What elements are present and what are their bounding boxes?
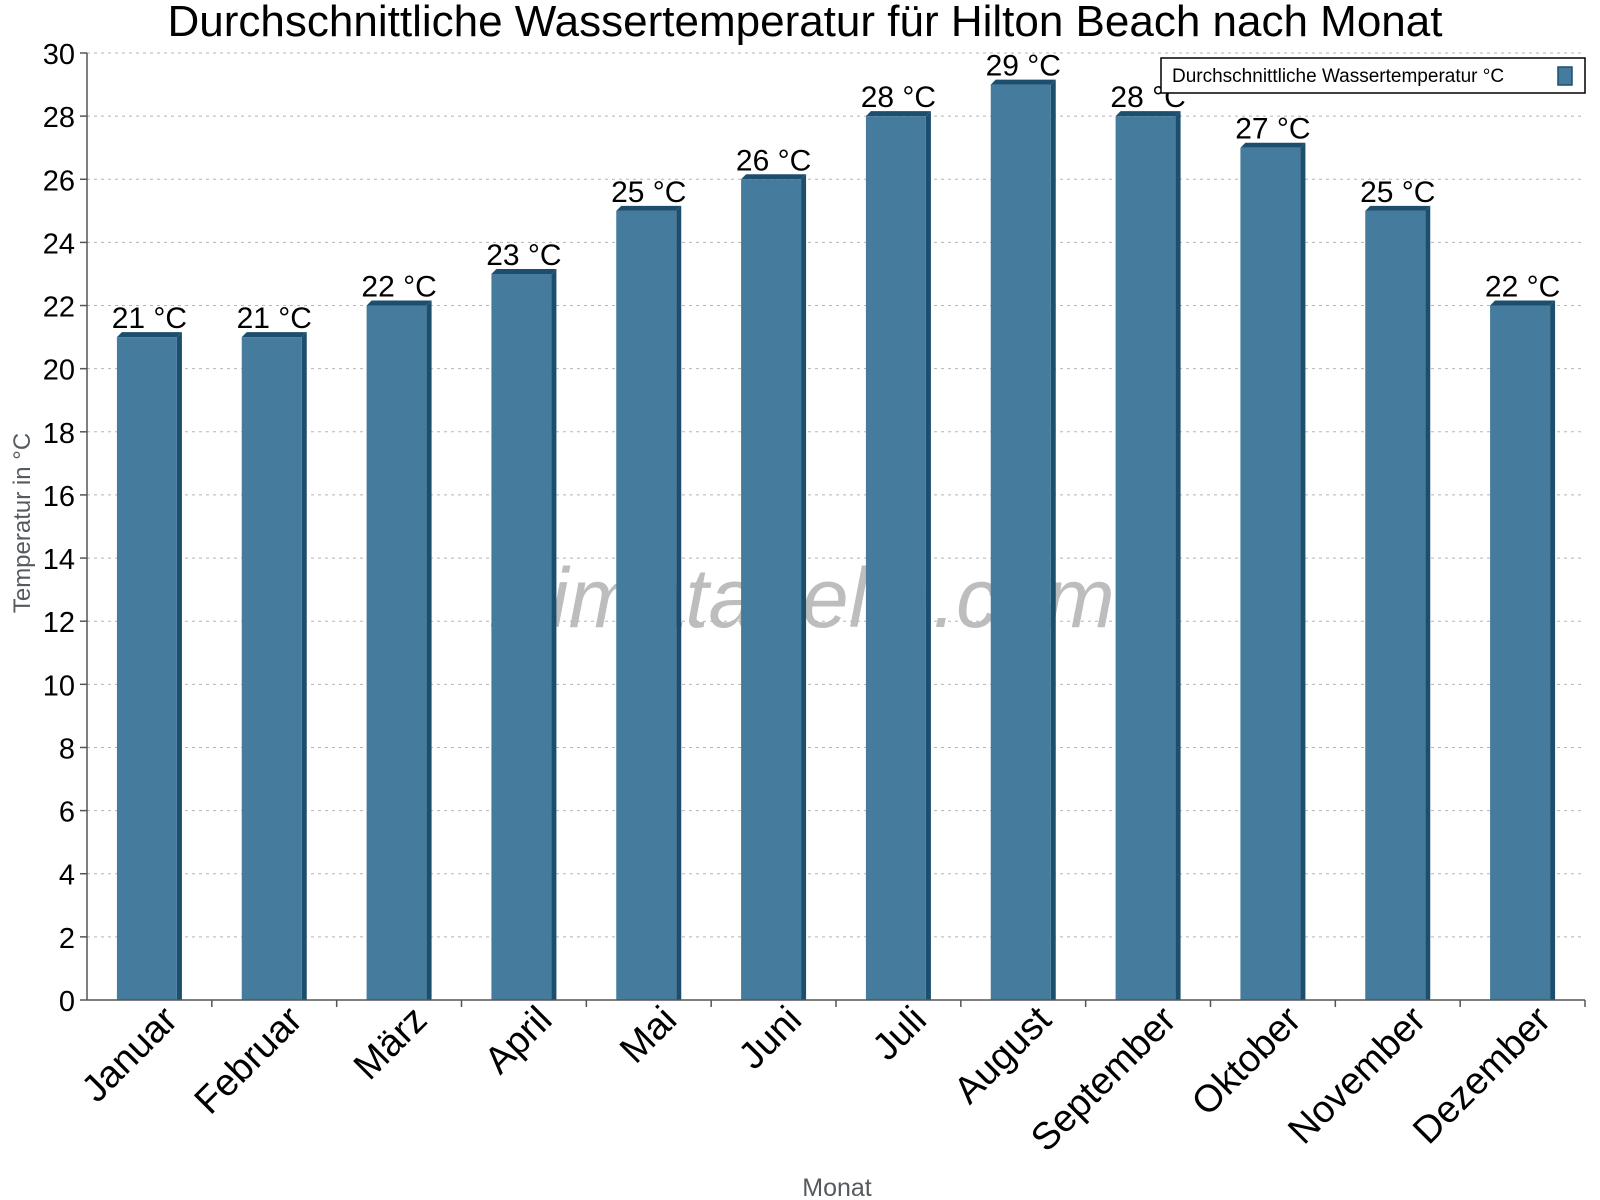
bar-märz bbox=[366, 300, 432, 1000]
y-tick-label: 6 bbox=[59, 797, 75, 829]
bar-november bbox=[1365, 205, 1431, 1001]
data-label: 23 °C bbox=[486, 239, 561, 272]
legend-box bbox=[1160, 57, 1586, 94]
y-tick-label: 14 bbox=[43, 544, 75, 576]
y-tick-label: 28 bbox=[43, 102, 75, 134]
bar-top bbox=[865, 111, 931, 117]
x-tick-label: Juli bbox=[865, 999, 935, 1069]
y-tick-label: 26 bbox=[43, 165, 75, 197]
x-tick-label: April bbox=[477, 999, 560, 1082]
legend-swatch bbox=[1557, 66, 1573, 86]
x-tick-labels: Januar Februar März April Mai Juni Juli AugustS… bbox=[74, 998, 1559, 1159]
bar-top bbox=[1365, 205, 1431, 211]
bar-oktober bbox=[1240, 142, 1306, 1000]
bar-front bbox=[366, 305, 427, 1000]
bar-front bbox=[1115, 116, 1176, 1001]
bar-juni bbox=[741, 174, 807, 1000]
bar-februar bbox=[241, 332, 307, 1001]
bar-front bbox=[241, 337, 302, 1001]
bar-august bbox=[990, 79, 1056, 1001]
bar-september bbox=[1115, 111, 1181, 1001]
bar-front bbox=[990, 84, 1051, 1001]
bar-front bbox=[1490, 305, 1551, 1000]
bar-juli bbox=[865, 111, 931, 1001]
gridlines bbox=[87, 52, 1585, 938]
x-tick-label: März bbox=[346, 999, 435, 1088]
data-label: 22 °C bbox=[361, 271, 436, 304]
bar-front bbox=[616, 210, 677, 1001]
y-tick-label: 4 bbox=[59, 860, 75, 892]
y-tick-label: 18 bbox=[43, 418, 75, 450]
bar-top bbox=[741, 174, 807, 180]
x-tick-label: Dezember bbox=[1405, 998, 1559, 1152]
x-tick-label: Februar bbox=[187, 998, 311, 1122]
legend-label: Durchschnittliche Wassertemperatur °C bbox=[1172, 66, 1504, 87]
bar-side bbox=[1550, 300, 1556, 1000]
bar-side bbox=[676, 205, 682, 1001]
bar-front bbox=[865, 116, 926, 1001]
bar-top bbox=[491, 268, 557, 274]
y-tick-label: 30 bbox=[43, 39, 75, 71]
bar-front bbox=[1240, 147, 1301, 1000]
bar-front bbox=[116, 337, 177, 1001]
y-tick-label: 22 bbox=[43, 292, 75, 324]
x-tick-label: Oktober bbox=[1184, 998, 1310, 1124]
x-tick-label: August bbox=[946, 998, 1060, 1112]
bar-april bbox=[491, 268, 557, 1000]
x-tick-label: Juni bbox=[731, 999, 810, 1078]
bar-top bbox=[241, 332, 307, 338]
bar-side bbox=[176, 332, 182, 1001]
y-tick-label: 0 bbox=[59, 986, 75, 1018]
bar-top bbox=[1240, 142, 1306, 148]
y-tick-label: 10 bbox=[43, 670, 75, 702]
data-label: 27 °C bbox=[1235, 113, 1310, 146]
y-tick-label: 20 bbox=[43, 355, 75, 387]
bar-side bbox=[301, 332, 307, 1001]
y-axis-label: Temperatur in °C bbox=[9, 433, 36, 613]
y-tick-label: 16 bbox=[43, 481, 75, 513]
data-labels: 21 °C 21 °C 22 °C 23 °C 25 °C 26 °C 28 °C 29 °C… bbox=[112, 50, 1561, 336]
bar-front bbox=[491, 273, 552, 1000]
data-label: 28 °C bbox=[861, 81, 936, 114]
bar-front bbox=[1365, 210, 1426, 1001]
bar-side bbox=[925, 111, 931, 1001]
bar-mai bbox=[616, 205, 682, 1001]
data-label: 29 °C bbox=[986, 50, 1061, 83]
chart-title: Durchschnittliche Wassertemperatur für H… bbox=[168, 0, 1443, 46]
bar-top bbox=[1115, 111, 1181, 117]
bar-dezember bbox=[1490, 300, 1556, 1000]
bar-side bbox=[551, 268, 557, 1000]
bar-top bbox=[1490, 300, 1556, 306]
bar-top bbox=[366, 300, 432, 306]
bar-side bbox=[801, 174, 807, 1000]
bar-side bbox=[1050, 79, 1056, 1001]
data-label: 21 °C bbox=[237, 302, 312, 335]
legend: Durchschnittliche Wassertemperatur °C bbox=[1160, 57, 1586, 94]
bar-side bbox=[1425, 205, 1431, 1001]
x-tick-label: Mai bbox=[612, 999, 685, 1072]
y-tick-label: 12 bbox=[43, 607, 75, 639]
bar-side bbox=[1175, 111, 1181, 1001]
y-tick-label: 2 bbox=[59, 923, 75, 955]
bar-top bbox=[116, 332, 182, 338]
y-tick-label: 24 bbox=[43, 228, 75, 260]
axes bbox=[80, 52, 1586, 1007]
bar-side bbox=[426, 300, 432, 1000]
bars bbox=[116, 79, 1556, 1001]
bar-top bbox=[616, 205, 682, 211]
y-tick-label: 8 bbox=[59, 733, 75, 765]
data-label: 22 °C bbox=[1485, 271, 1560, 304]
data-label: 25 °C bbox=[611, 176, 686, 209]
data-label: 21 °C bbox=[112, 302, 187, 335]
bar-side bbox=[1300, 142, 1306, 1000]
data-label: 25 °C bbox=[1360, 176, 1435, 209]
bar-top bbox=[990, 79, 1056, 85]
bar-front bbox=[741, 179, 802, 1000]
x-axis-label: Monat bbox=[802, 1174, 872, 1200]
x-tick-label: Januar bbox=[74, 998, 186, 1110]
bar-januar bbox=[116, 332, 182, 1001]
data-label: 26 °C bbox=[736, 144, 811, 177]
